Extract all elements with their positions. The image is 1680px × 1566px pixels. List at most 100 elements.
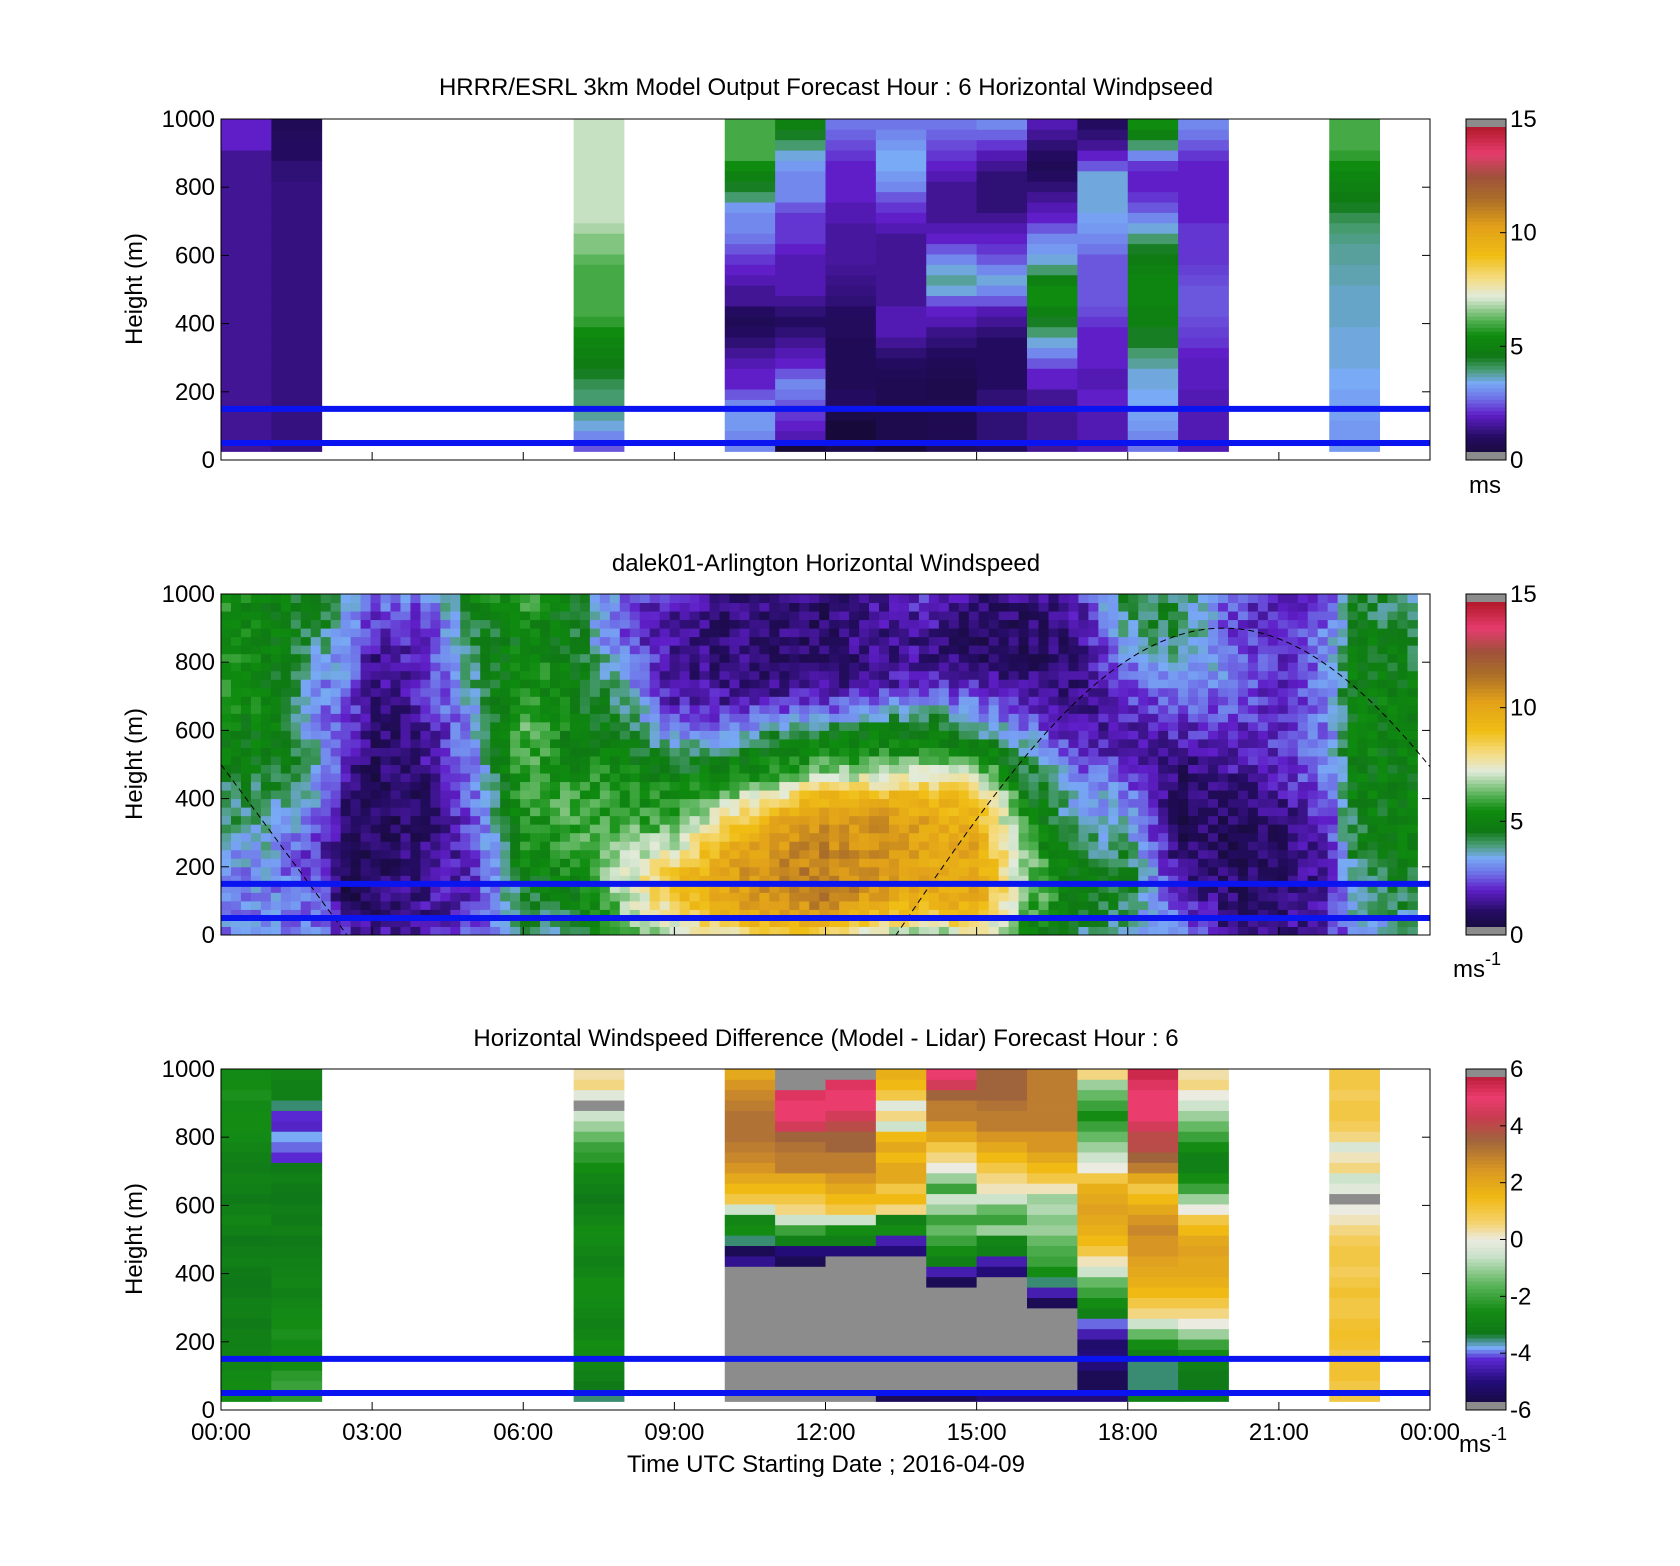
panel-2-cell [321,594,331,603]
panel-1-cell [1128,213,1179,224]
panel-2-cell [1318,892,1328,901]
panel-2-cell [261,858,271,867]
panel-2-cell [400,824,410,833]
panel-2-cell [899,782,909,791]
panel-2-cell [1248,671,1258,680]
panel-2-cell [430,679,440,688]
panel-1-cell [775,420,826,431]
panel-2-cell [540,722,550,731]
panel-2-cell [410,841,420,850]
panel-2-cell [381,679,391,688]
panel-2-cell [1148,782,1158,791]
panel-2-cell [530,833,540,842]
panel-2-cell [749,662,759,671]
panel-2-cell [1268,892,1278,901]
panel-1-cell [926,285,977,296]
panel-2-cell [600,833,610,842]
panel-2-cell [311,654,321,663]
panel-2-cell [739,594,749,603]
panel-2-cell [271,756,281,765]
panel-2-cell [1238,696,1248,705]
panel-2-cell [1208,713,1218,722]
panel-2-cell [490,841,500,850]
panel-2-cell [1108,739,1118,748]
panel-2-cell [610,679,620,688]
panel-2-cell [291,858,301,867]
panel-2-cell [959,594,969,603]
panel-2-cell [889,603,899,612]
panel-2-cell [939,807,949,816]
panel-2-cell [371,620,381,629]
panel-2-cell [420,858,430,867]
panel-2-cell [301,671,311,680]
panel-2-cell [440,645,450,654]
panel-2-cell [590,833,600,842]
panel-2-cell [440,841,450,850]
panel-2-cell [869,654,879,663]
panel-2-cell [1218,688,1228,697]
panel-2-cell [420,747,430,756]
panel-2-cell [1098,671,1108,680]
panel-2-cell [1258,739,1268,748]
panel-2-cell [510,833,520,842]
panel-2-cell [510,850,520,859]
panel-2-cell [570,790,580,799]
panel-2-cell [291,790,301,799]
panel-2-cell [1009,688,1019,697]
panel-1-cell [876,264,927,275]
panel-2-cell [301,679,311,688]
panel-2-cell [1228,850,1238,859]
panel-2-cell [311,722,321,731]
panel-2-cell [739,645,749,654]
panel-2-cell [1158,841,1168,850]
panel-2-cell [500,671,510,680]
panel-2-cell [729,790,739,799]
panel-2-cell [630,662,640,671]
panel-2-cell [271,730,281,739]
panel-2-cell [799,756,809,765]
panel-1-cell [775,233,826,244]
panel-2-cell [460,858,470,867]
panel-2-cell [769,892,779,901]
panel-2-cell [450,901,460,910]
panel-2-cell [1108,892,1118,901]
panel-2-cell [1178,688,1188,697]
panel-2-cell [759,756,769,765]
panel-2-cell [1168,901,1178,910]
panel-2-cell [859,654,869,663]
panel-2-cell [749,696,759,705]
panel-2-cell [969,892,979,901]
panel-2-cell [879,688,889,697]
panel-2-cell [1168,850,1178,859]
panel-1-colorbar-segment [1466,263,1506,267]
panel-1-cell [1027,244,1078,255]
panel-2-cell [480,696,490,705]
panel-2-cell [361,824,371,833]
panel-2-cell [759,841,769,850]
panel-1-cell [926,150,977,161]
panel-2-cell [1019,926,1029,935]
panel-2-cell [241,603,251,612]
panel-2-cell [680,926,690,935]
panel-2-cell [1009,654,1019,663]
panel-2-cell [939,926,949,935]
panel-2-cell [371,756,381,765]
panel-2-cell [1288,799,1298,808]
panel-2-cell [540,765,550,774]
panel-2-cell [1039,620,1049,629]
panel-2-cell [550,645,560,654]
panel-2-cell [680,713,690,722]
panel-2-cell [690,850,700,859]
panel-2-cell [301,867,311,876]
panel-1-cell [221,368,272,379]
panel-2-cell [1078,901,1088,910]
panel-2-cell [789,645,799,654]
panel-2-cell [939,799,949,808]
panel-2-cell [221,594,231,603]
panel-2-cell [500,824,510,833]
panel-2-cell [889,679,899,688]
panel-2-cell [460,850,470,859]
panel-2-cell [1158,628,1168,637]
panel-2-cell [1248,696,1258,705]
panel-2-cell [440,594,450,603]
